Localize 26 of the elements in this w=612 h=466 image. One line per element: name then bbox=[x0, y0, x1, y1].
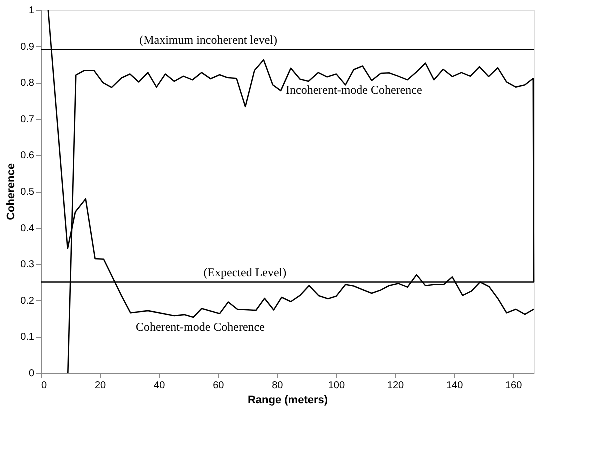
x-tick-label: 80 bbox=[272, 380, 284, 392]
y-tick-label: 0.1 bbox=[20, 332, 35, 344]
y-tick-label: 0.2 bbox=[20, 296, 35, 307]
annotation: Incoherent-mode Coherence bbox=[286, 82, 422, 97]
y-tick-label: 1 bbox=[28, 6, 35, 16]
x-tick-label: 60 bbox=[213, 380, 225, 392]
x-tick-label: 0 bbox=[42, 380, 48, 392]
x-tick-label: 100 bbox=[328, 380, 346, 392]
x-tick-label: 40 bbox=[154, 380, 166, 392]
y-tick-label: 0.8 bbox=[20, 78, 35, 90]
y-tick-label: 0.6 bbox=[20, 150, 35, 162]
x-axis-title: Range (meters) bbox=[248, 394, 328, 406]
ref-line-label: (Maximum incoherent level) bbox=[140, 32, 278, 47]
y-tick-label: 0.3 bbox=[20, 260, 35, 271]
ref-line-label: (Expected Level) bbox=[204, 265, 287, 280]
y-tick-label: 0.5 bbox=[20, 187, 35, 198]
y-tick-label: 0.7 bbox=[20, 114, 35, 126]
y-axis-title: Coherence bbox=[6, 164, 18, 220]
x-tick-label: 20 bbox=[94, 380, 107, 392]
y-tick-label: 0.9 bbox=[20, 42, 35, 53]
x-tick-label: 160 bbox=[505, 380, 523, 392]
annotation: Coherent-mode Coherence bbox=[136, 320, 265, 334]
x-tick-label: 120 bbox=[387, 380, 405, 392]
y-tick-label: 0.4 bbox=[20, 223, 35, 234]
y-tick-label: 0 bbox=[28, 368, 35, 380]
x-tick-label: 140 bbox=[446, 380, 464, 392]
